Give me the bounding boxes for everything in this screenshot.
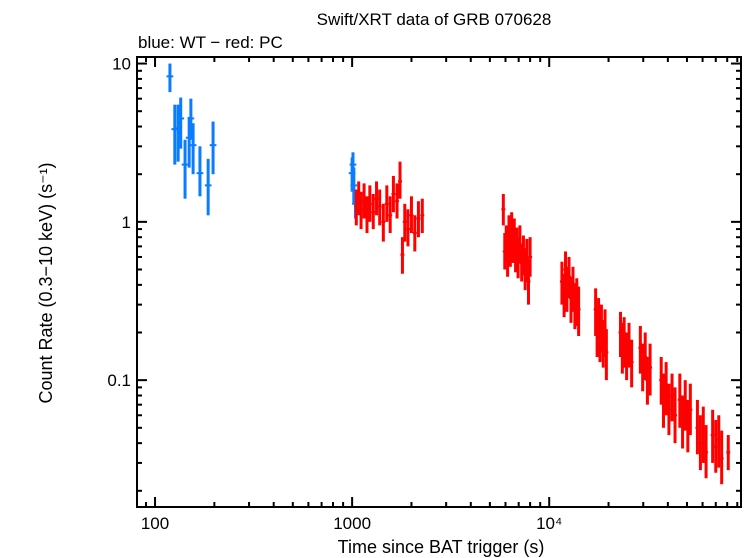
data-point — [381, 203, 386, 242]
data-point — [719, 430, 724, 485]
data-point — [670, 373, 675, 422]
data-point — [204, 158, 212, 216]
data-point — [362, 183, 367, 219]
y-tick-label: 10 — [112, 55, 131, 74]
data-point — [384, 185, 389, 222]
data-point — [604, 329, 609, 381]
data-point — [726, 435, 731, 471]
data-point — [716, 415, 721, 468]
data-point — [391, 175, 396, 213]
axes: 100 1000 10⁴ 10 1 0.1 — [107, 55, 742, 533]
data-point — [177, 97, 185, 149]
x-tick-label: 100 — [141, 514, 169, 533]
y-tick-label: 0.1 — [107, 371, 131, 390]
data-point — [166, 63, 174, 93]
chart-title: Swift/XRT data of GRB 070628 — [317, 10, 552, 29]
data-point — [398, 161, 403, 199]
data-point — [698, 415, 703, 471]
data-point — [367, 185, 372, 222]
data-point — [400, 237, 405, 274]
data-point — [405, 209, 410, 247]
data-point — [374, 181, 379, 216]
data-point — [648, 343, 653, 396]
chart-subtitle: blue: WT − red: PC — [138, 33, 283, 52]
data-point — [420, 198, 425, 234]
plot-frame — [136, 56, 742, 508]
data-point — [629, 339, 634, 388]
y-axis-label: Count Rate (0.3−10 keV) (s⁻¹) — [36, 162, 56, 403]
data-point — [377, 189, 382, 226]
data-point — [371, 193, 376, 230]
data-point — [501, 193, 506, 226]
data-point — [359, 191, 364, 230]
series-wt — [166, 63, 359, 219]
data-point — [688, 383, 693, 436]
data-point — [196, 146, 204, 197]
data-point — [526, 259, 531, 305]
data-point — [710, 409, 715, 463]
x-tick-label: 1000 — [333, 514, 371, 533]
data-point — [412, 215, 417, 252]
data-point — [713, 420, 718, 473]
data-point — [528, 237, 533, 277]
data-point — [666, 383, 671, 436]
x-tick-label: 10⁴ — [536, 514, 562, 533]
data-point — [576, 286, 581, 337]
data-point — [395, 183, 400, 219]
series-pc — [354, 161, 731, 485]
data-point — [416, 201, 421, 238]
y-tick-label: 1 — [122, 213, 131, 232]
x-axis-label: Time since BAT trigger (s) — [338, 537, 545, 557]
data-point — [409, 196, 414, 234]
data-point — [388, 196, 393, 234]
data-marks — [166, 63, 731, 485]
data-point — [189, 123, 197, 175]
data-point — [695, 399, 700, 455]
data-point — [181, 139, 189, 199]
data-point — [402, 203, 407, 242]
data-point — [209, 121, 217, 175]
data-point — [187, 98, 195, 140]
data-point — [350, 167, 358, 204]
data-point — [704, 425, 709, 479]
data-point — [673, 387, 678, 444]
